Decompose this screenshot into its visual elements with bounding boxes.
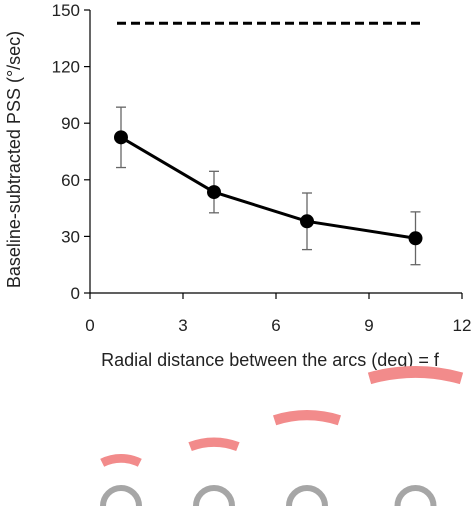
grey-arc (394, 485, 437, 507)
y-tick-label: 0 (71, 284, 80, 303)
y-tick-label: 90 (61, 114, 80, 133)
grey-arc (100, 485, 142, 507)
y-tick-label: 150 (52, 1, 80, 20)
grey-arc (193, 485, 235, 507)
x-axis-label: Radial distance between the arcs (deg) =… (101, 350, 440, 370)
data-point (207, 185, 221, 200)
x-tick-label: 0 (85, 316, 94, 335)
data-point (114, 130, 128, 145)
x-axis-ticks: 0 3 6 9 12 (85, 293, 471, 335)
grey-arc (286, 485, 328, 507)
y-tick-label: 120 (52, 58, 80, 77)
stimulus-illustration (100, 366, 464, 507)
data-point (408, 231, 423, 246)
pink-arc (100, 454, 142, 467)
pink-arc (273, 410, 341, 426)
series-layer (114, 106, 423, 266)
pink-arc (367, 366, 464, 385)
y-tick-label: 30 (61, 227, 80, 246)
x-tick-label: 6 (271, 316, 280, 335)
y-axis-label: Baseline-subtracted PSS (°/sec) (4, 31, 24, 288)
x-tick-label: 9 (364, 316, 373, 335)
pink-arc (188, 437, 240, 452)
x-tick-label: 12 (453, 316, 472, 335)
chart-axes: 0 30 60 90 120 150 0 3 6 9 12 (52, 1, 472, 335)
data-point (300, 214, 314, 229)
x-tick-label: 3 (178, 316, 187, 335)
y-axis-ticks: 0 30 60 90 120 150 (52, 1, 90, 303)
series-line (120, 136, 416, 240)
y-tick-label: 60 (61, 171, 80, 190)
